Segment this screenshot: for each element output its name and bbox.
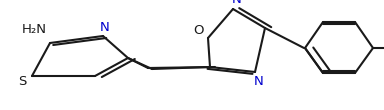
Text: S: S (18, 75, 26, 88)
Text: N: N (254, 75, 264, 88)
Text: O: O (193, 24, 204, 37)
Text: N: N (100, 21, 110, 34)
Text: N: N (232, 0, 242, 6)
Text: H₂N: H₂N (22, 23, 47, 36)
